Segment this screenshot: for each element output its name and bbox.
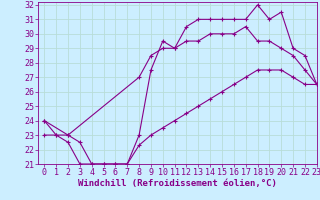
X-axis label: Windchill (Refroidissement éolien,°C): Windchill (Refroidissement éolien,°C) (78, 179, 277, 188)
